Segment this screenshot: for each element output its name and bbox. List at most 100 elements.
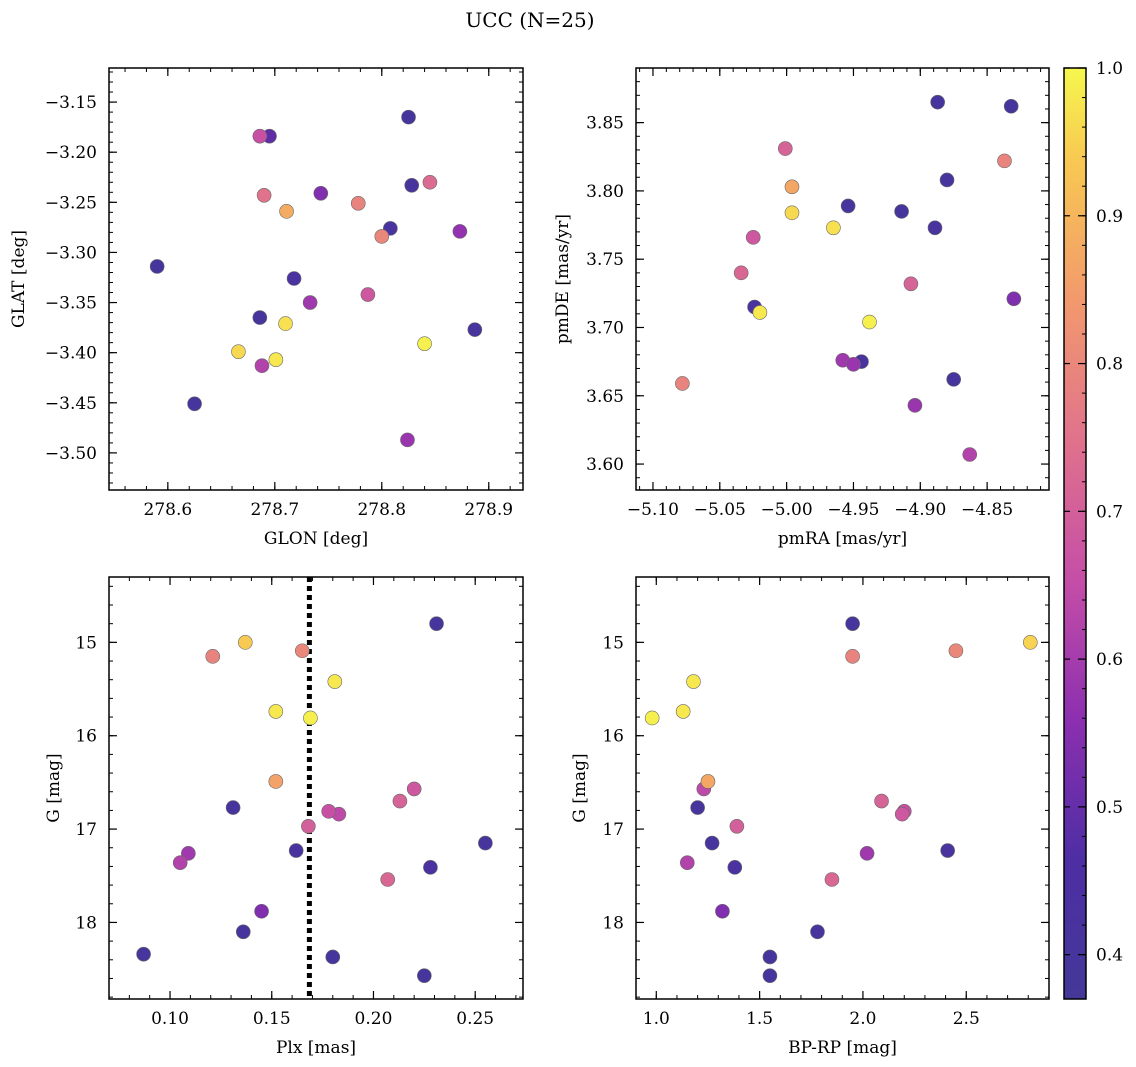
- scatter-point: [903, 276, 919, 292]
- scatter-point: [268, 704, 284, 719]
- scatter-point: [940, 843, 955, 858]
- scatter-point: [422, 174, 438, 190]
- x-tick-label: 278.6: [144, 500, 193, 520]
- scatter-point: [252, 310, 268, 325]
- y-axis-label: GLAT [deg]: [9, 230, 29, 328]
- subplot-1: 278.6 278.7 278.8 278.9 −3.50 −3.45 −3.40 −3.35…: [9, 67, 524, 549]
- x-tick-label: 2.5: [953, 1009, 980, 1029]
- scatter-point: [948, 643, 964, 659]
- scatter-point: [392, 793, 408, 809]
- x-axis-label: pmRA [mas/yr]: [778, 529, 907, 549]
- scatter-point: [401, 109, 416, 125]
- x-tick-label: −5.05: [694, 500, 746, 520]
- scatter-point: [417, 968, 432, 983]
- x-tick-label: 278.8: [357, 500, 406, 520]
- scatter-point: [205, 649, 221, 664]
- scatter-point: [745, 230, 761, 245]
- subplot-2: −5.10 −5.05 −5.00 −4.95 −4.90 −4.85 3.60 3.65 3.…: [553, 67, 1050, 549]
- scatter-point: [715, 903, 730, 919]
- colorbar-tick-label: 1.0: [1096, 59, 1123, 79]
- y-axis-label: G [mag]: [44, 753, 64, 822]
- y-axis-label: G [mag]: [570, 753, 590, 822]
- scatter-point: [321, 804, 337, 819]
- y-tick-label: 3.60: [586, 455, 624, 475]
- scatter-point: [859, 846, 875, 861]
- y-tick-label: 17: [602, 820, 624, 840]
- axes-frame: [635, 576, 1050, 1000]
- x-tick-label: −4.95: [827, 500, 879, 520]
- scatter-point: [374, 229, 390, 244]
- y-tick-label: 16: [602, 727, 624, 747]
- scatter-point: [279, 204, 294, 219]
- scatter-point: [675, 704, 691, 719]
- scatter-point: [252, 128, 268, 144]
- scatter-point: [862, 314, 877, 330]
- y-tick-label: −3.40: [45, 344, 97, 364]
- x-tick-label: 278.9: [464, 500, 513, 520]
- scatter-point: [302, 295, 318, 310]
- x-tick-label: −5.10: [627, 500, 679, 520]
- y-tick-label: 15: [602, 633, 624, 653]
- y-tick-label: −3.50: [45, 444, 97, 464]
- figure-title: UCC (N=25): [465, 8, 594, 32]
- scatter-point: [690, 800, 705, 815]
- y-tick-label: −3.35: [45, 294, 97, 314]
- scatter-point: [313, 185, 329, 201]
- x-tick-label: 0.15: [253, 1009, 291, 1029]
- scatter-point: [840, 198, 856, 214]
- scatter-point: [303, 710, 318, 726]
- colorbar-tick-label: 0.8: [1096, 355, 1123, 375]
- subplot-3: 0.10 0.15 0.20 0.25 15 16 17 18 Plx [mas] G [mag]: [44, 576, 524, 1058]
- scatter-point: [762, 949, 778, 965]
- scatter-point: [1023, 635, 1038, 650]
- x-axis-label: Plx [mas]: [276, 1038, 356, 1058]
- scatter-point: [824, 872, 840, 887]
- scatter-point: [429, 616, 444, 631]
- scatter-point: [733, 265, 749, 281]
- colorbar-tick-label: 0.4: [1096, 946, 1123, 966]
- scatter-point: [235, 924, 251, 940]
- y-tick-label: −3.20: [45, 143, 97, 163]
- scatter-point: [404, 177, 420, 193]
- scatter-point: [400, 432, 415, 448]
- x-tick-label: 278.7: [250, 500, 299, 520]
- scatter-point: [181, 846, 196, 861]
- y-tick-label: −3.15: [45, 93, 97, 113]
- scatter-point: [452, 224, 468, 239]
- axes-frame: [108, 576, 524, 1000]
- scatter-point: [268, 352, 284, 367]
- colorbar: 0.4 0.5 0.6 0.7 0.8 0.9 1.0: [1063, 59, 1123, 1000]
- axes-frame: [635, 67, 1050, 491]
- y-tick-label: 3.70: [586, 318, 624, 338]
- scatter-point: [962, 447, 978, 462]
- scatter-point: [187, 396, 202, 412]
- colorbar-tick-label: 0.5: [1096, 798, 1123, 818]
- scatter-point: [467, 322, 483, 337]
- scatter-point: [946, 372, 962, 387]
- scatter-point: [327, 674, 343, 689]
- scatter-point: [874, 793, 889, 809]
- y-tick-label: 16: [75, 727, 97, 747]
- x-tick-label: 0.10: [151, 1009, 189, 1029]
- colorbar-tick-label: 0.7: [1096, 502, 1123, 522]
- scatter-point: [136, 946, 151, 962]
- scatter-point: [288, 843, 304, 858]
- scatter-point: [686, 674, 701, 689]
- scatter-point: [406, 781, 422, 797]
- scatter-point: [254, 903, 269, 919]
- x-tick-label: 0.25: [456, 1009, 494, 1029]
- scatter-point: [927, 220, 943, 236]
- colorbar-tick-label: 0.9: [1096, 207, 1123, 227]
- scatter-point: [762, 968, 778, 983]
- scatter-point: [997, 153, 1012, 169]
- scatter-point: [700, 774, 716, 789]
- scatter-point: [278, 316, 293, 331]
- x-tick-label: −5.00: [761, 500, 813, 520]
- axes-frame: [108, 67, 524, 491]
- scatter-point: [417, 336, 432, 351]
- scatter-point: [225, 800, 241, 815]
- scatter-point: [1006, 291, 1022, 307]
- scatter-point: [704, 835, 720, 851]
- y-tick-label: 18: [602, 913, 624, 933]
- scatter-point: [350, 196, 366, 211]
